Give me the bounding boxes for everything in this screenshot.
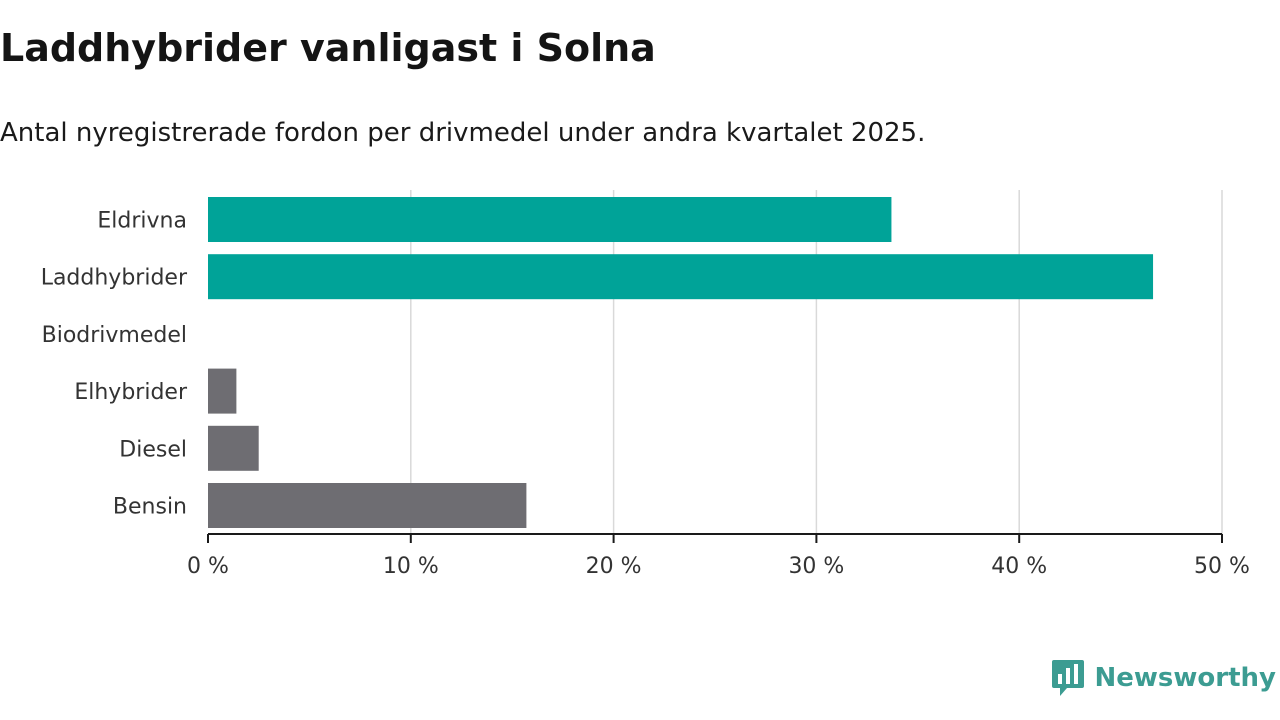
bar	[208, 483, 527, 528]
category-label: Laddhybrider	[41, 266, 188, 291]
x-tick-label: 30 %	[788, 554, 844, 579]
x-tick-label: 20 %	[586, 554, 642, 579]
x-tick-label: 10 %	[383, 554, 439, 579]
bar	[208, 254, 1154, 300]
x-tick-label: 50 %	[1194, 554, 1250, 579]
category-label: Bensin	[113, 495, 187, 520]
brand-name: Newsworthy	[1094, 663, 1276, 693]
x-axis: 0 % 10 % 20 % 30 % 40 % 50 %	[187, 533, 1250, 579]
category-label: Diesel	[119, 437, 187, 462]
brand-logo: Newsworthy	[1051, 658, 1276, 698]
bar	[208, 197, 892, 242]
category-label: Biodrivmedel	[42, 323, 187, 348]
category-labels: Eldrivna Laddhybrider Biodrivmedel Elhybrid…	[41, 209, 188, 520]
bar-chart-speech-bubble-icon	[1051, 660, 1084, 696]
chart-title: Laddhybrider vanligast i Solna	[0, 26, 656, 70]
bar	[208, 368, 237, 414]
chart-subtitle: Antal nyregistrerade fordon per drivmede…	[0, 118, 926, 148]
category-label: Eldrivna	[97, 209, 187, 234]
bar	[208, 425, 259, 471]
x-tick-label: 40 %	[991, 554, 1047, 579]
grid-lines	[410, 190, 1223, 534]
x-tick-label: 0 %	[187, 554, 229, 579]
bars	[208, 197, 1154, 528]
category-label: Elhybrider	[74, 380, 188, 405]
